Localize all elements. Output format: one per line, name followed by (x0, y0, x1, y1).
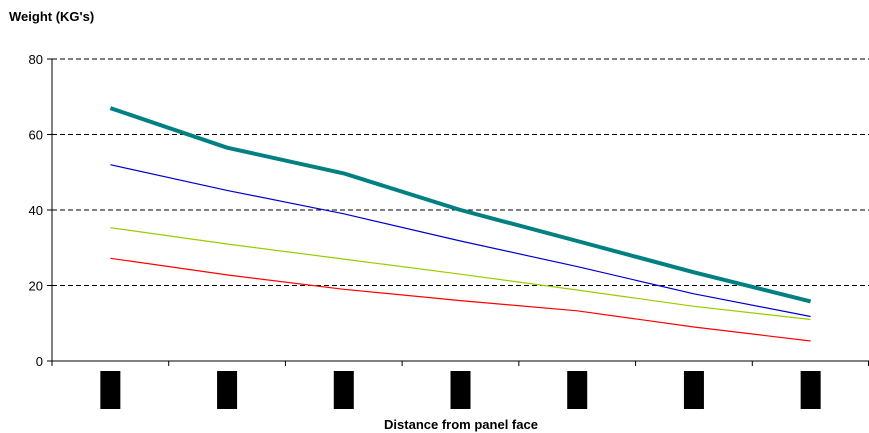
category-markers (100, 371, 821, 409)
category-marker (100, 371, 121, 409)
y-tick-label: 20 (29, 279, 43, 294)
series-line-2 (110, 164, 811, 318)
y-axis-title: Weight (KG's) (9, 9, 94, 24)
category-marker (800, 371, 821, 409)
category-marker (450, 371, 471, 409)
series-line-4 (110, 257, 811, 342)
axes (47, 58, 869, 366)
grid-lines (52, 58, 869, 286)
series-line-1 (109, 106, 812, 304)
x-axis-title: Distance from panel face (384, 417, 538, 432)
category-marker (567, 371, 588, 409)
category-marker (683, 371, 704, 409)
series-line-3 (110, 227, 811, 321)
y-tick-label: 80 (29, 52, 43, 67)
category-marker (333, 371, 354, 409)
y-tick-label: 60 (29, 128, 43, 143)
y-tick-labels: 0 20 40 60 80 (29, 52, 43, 369)
y-tick-label: 0 (36, 354, 43, 369)
category-marker (217, 371, 238, 409)
series-lines (109, 106, 812, 342)
y-tick-label: 40 (29, 203, 43, 218)
